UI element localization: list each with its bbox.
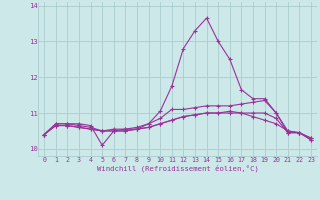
X-axis label: Windchill (Refroidissement éolien,°C): Windchill (Refroidissement éolien,°C) [97,164,259,172]
